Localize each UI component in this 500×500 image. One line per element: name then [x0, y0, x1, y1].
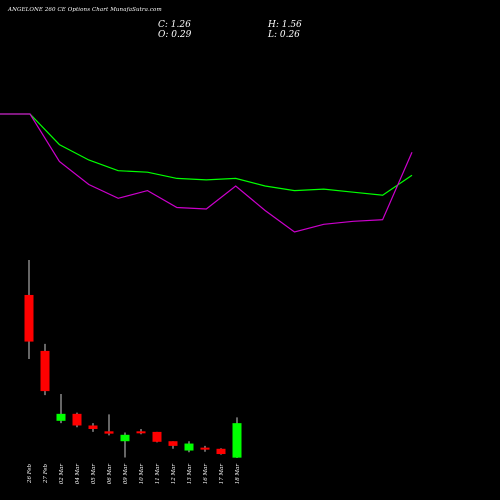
candle-body-down [168, 441, 178, 446]
high-value: H: 1.56 [268, 20, 302, 30]
ema-long-line [0, 113, 413, 233]
x-tick-label: 16 Mar [203, 464, 209, 485]
candle [88, 423, 98, 432]
x-tick-label: 04 Mar [75, 464, 81, 485]
candle [152, 431, 162, 443]
candle [200, 445, 210, 452]
candlesticks [24, 260, 242, 458]
candle [232, 417, 242, 458]
chart-title: ANGELONE 260 CE Options Chart MunafaSutr… [8, 7, 162, 13]
candle-body-down [40, 350, 50, 392]
candle [216, 448, 226, 455]
candle-body-down [72, 413, 82, 426]
x-tick-label: 17 Mar [219, 464, 225, 485]
x-tick-label: 10 Mar [139, 464, 145, 485]
candle [56, 394, 66, 424]
candle [24, 260, 34, 360]
ema-short-line [0, 113, 413, 196]
candle-body-up [56, 413, 66, 421]
x-tick-label: 09 Mar [123, 464, 129, 485]
x-tick-label: 06 Mar [107, 464, 113, 485]
candle [120, 432, 130, 458]
candle-body-down [136, 431, 146, 434]
x-tick-label: 26 Feb [27, 464, 33, 485]
candle-body-up [120, 434, 130, 442]
candle [136, 428, 146, 435]
x-tick-label: 18 Mar [235, 464, 241, 485]
candle-body-down [24, 294, 34, 342]
x-tick-label: 13 Mar [187, 464, 193, 485]
candle-body-down [216, 448, 226, 455]
candle [184, 441, 194, 453]
candle [104, 414, 114, 436]
x-tick-label: 27 Feb [43, 464, 49, 485]
candle-body-down [200, 447, 210, 450]
candle [72, 412, 82, 428]
x-tick-label: 12 Mar [171, 464, 177, 485]
candle-body-up [232, 423, 242, 458]
candle-body-down [152, 431, 162, 442]
low-value: L: 0.26 [268, 30, 300, 40]
x-axis: 26 Feb 27 Feb 02 Mar 04 Mar 05 Mar 06 Mar 09 M… [27, 464, 241, 485]
candle [40, 343, 50, 396]
ema-lines [0, 113, 413, 233]
candle-body-down [104, 431, 114, 434]
candle-body-up [184, 443, 194, 451]
close-value: C: 1.26 [158, 20, 191, 30]
x-tick-label: 05 Mar [91, 464, 97, 485]
candle [168, 441, 178, 449]
candle-body-down [88, 425, 98, 429]
open-value: O: 0.29 [158, 30, 192, 40]
x-tick-label: 02 Mar [59, 464, 65, 485]
x-tick-label: 11 Mar [155, 464, 161, 485]
